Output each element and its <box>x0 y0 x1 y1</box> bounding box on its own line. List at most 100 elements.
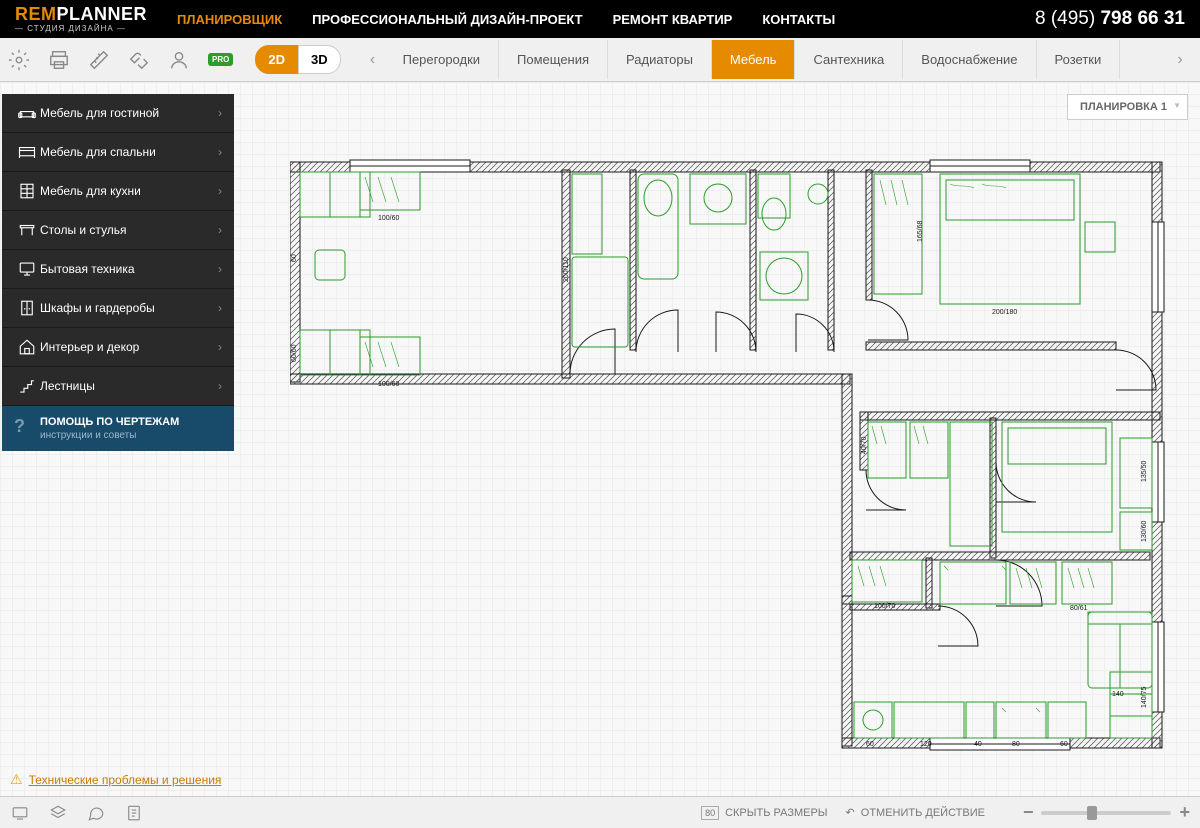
help-text: ПОМОЩЬ ПО ЧЕРТЕЖАМ инструкции и советы <box>40 416 222 441</box>
sidebar-item-bedroom[interactable]: Мебель для спальни › <box>2 133 234 172</box>
hide-sizes-button[interactable]: 80 СКРЫТЬ РАЗМЕРЫ <box>701 806 827 820</box>
sidebar-item-wardrobes[interactable]: Шкафы и гардеробы › <box>2 289 234 328</box>
tab-next-icon[interactable]: › <box>1168 51 1192 69</box>
chevron-right-icon: › <box>218 340 222 354</box>
sidebar-item-stairs[interactable]: Лестницы › <box>2 367 234 406</box>
floorplan[interactable]: 100/60 100/60 200/110 200/180 165/68 40/… <box>290 142 1170 762</box>
bottombar: 80 СКРЫТЬ РАЗМЕРЫ ↶ ОТМЕНИТЬ ДЕЙСТВИЕ − … <box>0 796 1200 828</box>
dim-label: 100/60 <box>378 381 400 388</box>
screen-icon[interactable] <box>10 803 30 823</box>
nav-contacts[interactable]: КОНТАКТЫ <box>762 12 835 27</box>
undo-button[interactable]: ↶ ОТМЕНИТЬ ДЕЙСТВИЕ <box>846 806 985 819</box>
dim-label: 80/61 <box>1070 605 1088 612</box>
sidebar-item-label: Мебель для гостиной <box>40 106 218 120</box>
zoom-out-button[interactable]: − <box>1023 802 1034 823</box>
main-nav: ПЛАНИРОВЩИК ПРОФЕССИОНАЛЬНЫЙ ДИЗАЙН-ПРОЕ… <box>177 12 1035 27</box>
hide-sizes-label: СКРЫТЬ РАЗМЕРЫ <box>725 807 827 819</box>
view-3d-button[interactable]: 3D <box>298 45 341 74</box>
dim-label: 80 <box>1012 741 1020 748</box>
chevron-right-icon: › <box>218 301 222 315</box>
tech-problems-link[interactable]: ⚠ Технические проблемы и решения <box>10 771 221 788</box>
chevron-right-icon: › <box>218 184 222 198</box>
sidebar-item-appliances[interactable]: Бытовая техника › <box>2 250 234 289</box>
zoom-in-button[interactable]: + <box>1179 802 1190 823</box>
cabinet-icon <box>14 182 40 200</box>
monitor-icon <box>14 260 40 278</box>
nav-planner[interactable]: ПЛАНИРОВЩИК <box>177 12 282 27</box>
logo-sub: — СТУДИЯ ДИЗАЙНА — <box>15 25 147 33</box>
header: REMPLANNER — СТУДИЯ ДИЗАЙНА — ПЛАНИРОВЩИ… <box>0 0 1200 38</box>
toolbar: PRO 2D 3D ‹ Перегородки Помещения Радиат… <box>0 38 1200 82</box>
ruler-icon[interactable] <box>88 49 110 71</box>
nav-design[interactable]: ПРОФЕССИОНАЛЬНЫЙ ДИЗАЙН-ПРОЕКТ <box>312 12 582 27</box>
settings-icon[interactable] <box>8 49 30 71</box>
sidebar-item-label: Столы и стулья <box>40 223 218 237</box>
dim-label: 40/70 <box>861 436 868 454</box>
dim-label: 60 <box>866 741 874 748</box>
user-icon[interactable] <box>168 49 190 71</box>
zoom-slider[interactable] <box>1041 811 1171 815</box>
stairs-icon <box>14 377 40 395</box>
pro-badge[interactable]: PRO <box>208 53 233 66</box>
table-icon <box>14 221 40 239</box>
sidebar-item-label: Лестницы <box>40 379 218 393</box>
dim-label: 60 <box>291 254 298 262</box>
sidebar-item-living[interactable]: Мебель для гостиной › <box>2 94 234 133</box>
undo-label: ОТМЕНИТЬ ДЕЙСТВИЕ <box>861 807 985 819</box>
phone-number: 8 (495) 798 66 31 <box>1035 8 1185 30</box>
tab-walls[interactable]: Перегородки <box>385 40 499 79</box>
canvas-area[interactable]: ПЛАНИРОВКА 1 Мебель для гостиной › Мебел… <box>0 82 1200 796</box>
tech-link-text[interactable]: Технические проблемы и решения <box>29 773 222 787</box>
layout-selector[interactable]: ПЛАНИРОВКА 1 <box>1067 94 1188 120</box>
dim-label: 165/68 <box>917 220 924 242</box>
sidebar-item-label: Мебель для кухни <box>40 184 218 198</box>
wardrobe-icon <box>14 299 40 317</box>
nav-repair[interactable]: РЕМОНТ КВАРТИР <box>613 12 733 27</box>
tools-icon[interactable] <box>128 49 150 71</box>
dim-label: 100/70 <box>874 603 896 610</box>
dim-label: 130/60 <box>1141 520 1148 542</box>
tab-furniture[interactable]: Мебель <box>712 40 796 79</box>
sidebar-item-decor[interactable]: Интерьер и декор › <box>2 328 234 367</box>
help-sub: инструкции и советы <box>40 430 222 441</box>
tab-radiators[interactable]: Радиаторы <box>608 40 712 79</box>
sidebar-item-tables[interactable]: Столы и стулья › <box>2 211 234 250</box>
print-icon[interactable] <box>48 49 70 71</box>
tab-sockets[interactable]: Розетки <box>1037 40 1121 79</box>
dim-label: 120 <box>920 741 932 748</box>
tab-plumbing[interactable]: Сантехника <box>795 40 903 79</box>
note-icon[interactable] <box>124 803 144 823</box>
count-badge: 80 <box>701 806 719 820</box>
view-2d-button[interactable]: 2D <box>255 45 298 74</box>
sidebar-item-kitchen[interactable]: Мебель для кухни › <box>2 172 234 211</box>
tab-rooms[interactable]: Помещения <box>499 40 608 79</box>
chevron-right-icon: › <box>218 223 222 237</box>
dim-label: 135/50 <box>1141 460 1148 482</box>
dim-label: 200/110 <box>563 257 570 282</box>
dim-label: 40 <box>974 741 982 748</box>
chat-icon[interactable] <box>86 803 106 823</box>
tab-water[interactable]: Водоснабжение <box>903 40 1036 79</box>
dim-label: 60/60 <box>291 344 298 362</box>
logo-main: REMPLANNER <box>15 5 147 23</box>
chevron-right-icon: › <box>218 145 222 159</box>
help-icon: ? <box>14 416 40 437</box>
sidebar-help[interactable]: ? ПОМОЩЬ ПО ЧЕРТЕЖАМ инструкции и советы <box>2 406 234 451</box>
zoom-control: − + <box>1023 802 1190 823</box>
tabs: Перегородки Помещения Радиаторы Мебель С… <box>385 40 1168 79</box>
layers-icon[interactable] <box>48 803 68 823</box>
zoom-handle[interactable] <box>1087 806 1097 820</box>
dim-label: 200/180 <box>992 309 1017 316</box>
warning-icon: ⚠ <box>10 771 23 788</box>
logo[interactable]: REMPLANNER — СТУДИЯ ДИЗАЙНА — <box>15 5 147 33</box>
tab-nav: ‹ Перегородки Помещения Радиаторы Мебель… <box>361 40 1192 79</box>
tab-prev-icon[interactable]: ‹ <box>361 51 385 69</box>
help-title: ПОМОЩЬ ПО ЧЕРТЕЖАМ <box>40 416 222 428</box>
sidebar-item-label: Интерьер и декор <box>40 340 218 354</box>
sidebar-item-label: Мебель для спальни <box>40 145 218 159</box>
dim-label: 140/75 <box>1141 686 1148 708</box>
tool-icons: PRO <box>8 49 245 71</box>
chevron-right-icon: › <box>218 106 222 120</box>
dim-label: 60 <box>1060 741 1068 748</box>
chevron-right-icon: › <box>218 262 222 276</box>
